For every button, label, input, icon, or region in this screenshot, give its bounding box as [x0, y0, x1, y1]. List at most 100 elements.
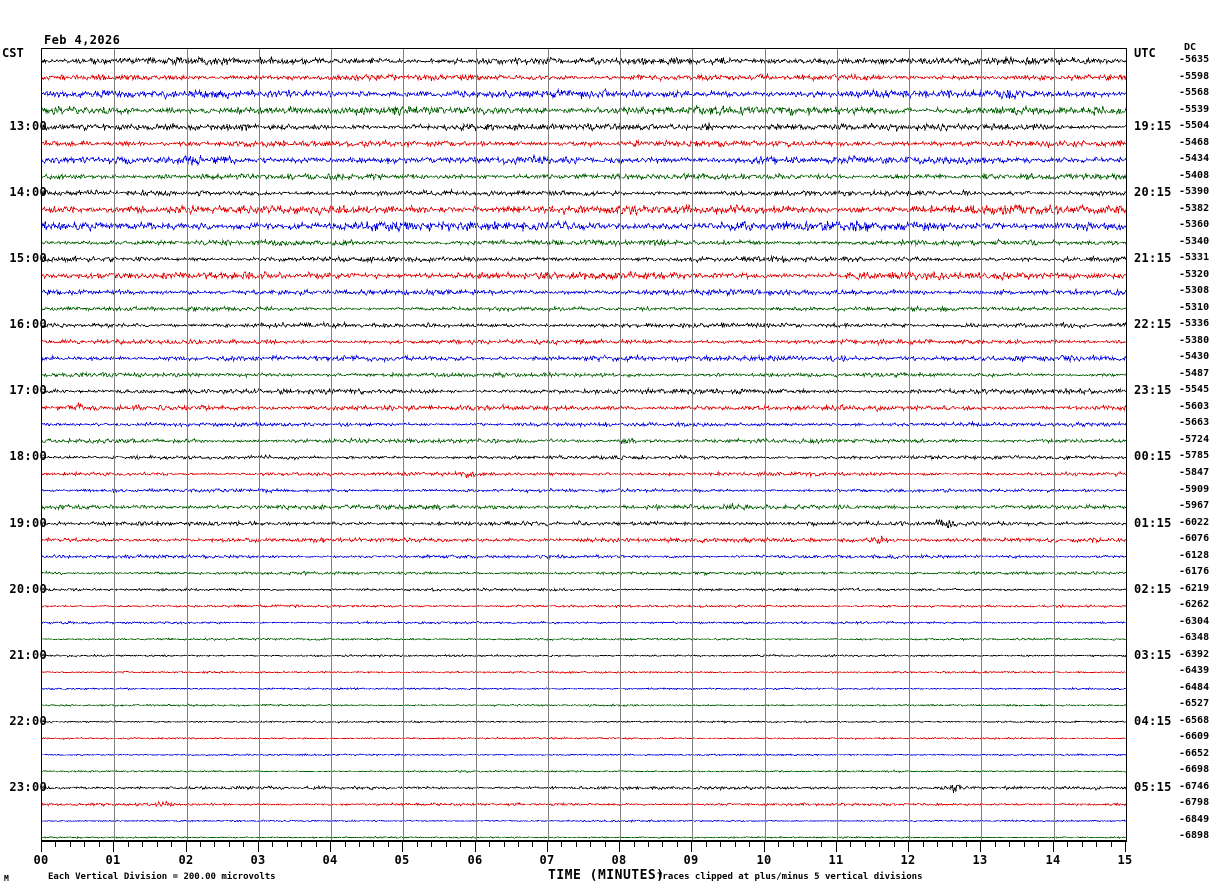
grid-line-minute-9: [692, 49, 693, 840]
x-tick-major-03: [258, 841, 259, 852]
x-tick-minor: [605, 841, 606, 847]
x-tick-major-06: [475, 841, 476, 852]
utc-time-label-2: 21:15: [1134, 251, 1172, 266]
trace-row-33: [41, 603, 1127, 609]
dc-value-label-20: -5545: [1179, 384, 1210, 396]
x-tick-minor: [373, 841, 374, 847]
x-tick-minor: [793, 841, 794, 847]
x-tick-label-08: 08: [611, 853, 627, 867]
grid-line-minute-8: [620, 49, 621, 840]
dc-value-label-32: -6219: [1179, 582, 1210, 594]
x-tick-major-15: [1125, 841, 1126, 852]
dc-value-label-16: -5336: [1179, 318, 1210, 330]
x-tick-label-04: 04: [322, 853, 338, 867]
x-tick-minor: [532, 841, 533, 847]
x-tick-label-10: 10: [756, 853, 772, 867]
header-date: Feb 4,2026: [44, 33, 121, 47]
trace-row-41: [41, 736, 1127, 740]
trace-row-27: [41, 503, 1126, 512]
x-tick-minor: [229, 841, 230, 847]
cst-time-label-8: 21:00: [9, 647, 47, 662]
dc-value-label-21: -5603: [1179, 400, 1210, 412]
grid-line-minute-4: [331, 49, 332, 840]
cst-time-label-10: 23:00: [9, 779, 47, 794]
dc-value-label-6: -5434: [1179, 153, 1210, 165]
trace-row-28: [41, 518, 1127, 529]
seismogram-plot[interactable]: [41, 48, 1127, 841]
x-tick-minor: [55, 841, 56, 847]
grid-line-minute-5: [403, 49, 404, 840]
x-tick-label-14: 14: [1045, 853, 1061, 867]
x-tick-minor: [634, 841, 635, 847]
x-tick-major-12: [908, 841, 909, 852]
x-tick-minor: [316, 841, 317, 847]
grid-line-minute-10: [765, 49, 766, 840]
trace-row-9: [41, 203, 1127, 217]
x-tick-minor: [561, 841, 562, 847]
trace-row-11: [41, 238, 1127, 248]
x-tick-minor: [648, 841, 649, 847]
x-tick-minor: [446, 841, 447, 847]
x-tick-minor: [84, 841, 85, 847]
cst-time-label-5: 18:00: [9, 449, 47, 464]
x-tick-major-00: [41, 841, 42, 852]
trace-row-39: [41, 703, 1127, 708]
x-tick-minor: [865, 841, 866, 847]
trace-row-5: [41, 138, 1127, 149]
dc-value-label-40: -6568: [1179, 714, 1210, 726]
trace-row-32: [41, 587, 1127, 593]
x-tick-minor: [504, 841, 505, 847]
x-tick-minor: [157, 841, 158, 847]
dc-value-label-0: -5635: [1179, 54, 1210, 65]
trace-row-45: [41, 799, 1127, 808]
x-tick-minor: [489, 841, 490, 847]
corner-mark: M: [4, 874, 9, 883]
grid-line-minute-6: [476, 49, 477, 840]
x-axis-title: TIME (MINUTES): [548, 868, 665, 883]
grid-line-minute-7: [548, 49, 549, 840]
x-tick-label-15: 15: [1117, 853, 1133, 867]
utc-time-label-9: 04:15: [1134, 713, 1172, 728]
dc-value-label-38: -6484: [1179, 681, 1210, 693]
grid-line-minute-13: [981, 49, 982, 840]
x-tick-major-10: [764, 841, 765, 852]
x-tick-minor: [821, 841, 822, 847]
trace-row-23: [41, 437, 1127, 445]
dc-value-label-27: -5967: [1179, 500, 1210, 512]
dc-value-label-46: -6849: [1179, 813, 1210, 825]
dc-value-label-19: -5487: [1179, 367, 1210, 379]
trace-row-20: [41, 387, 1127, 396]
scale-note: Each Vertical Division = 200.00 microvol…: [48, 872, 276, 882]
dc-value-label-13: -5320: [1179, 268, 1210, 280]
dc-value-label-39: -6527: [1179, 698, 1210, 710]
dc-value-label-17: -5380: [1179, 334, 1210, 346]
x-tick-major-08: [619, 841, 620, 852]
x-tick-minor: [70, 841, 71, 847]
dc-value-label-42: -6652: [1179, 747, 1210, 759]
x-tick-major-11: [836, 841, 837, 852]
utc-time-label-1: 20:15: [1134, 185, 1172, 200]
dc-value-label-30: -6128: [1179, 549, 1210, 561]
dc-value-label-26: -5909: [1179, 483, 1210, 495]
grid-line-minute-1: [114, 49, 115, 840]
dc-value-label-43: -6698: [1179, 764, 1210, 776]
x-tick-minor: [460, 841, 461, 847]
x-tick-minor: [850, 841, 851, 847]
trace-row-22: [41, 420, 1127, 428]
x-tick-major-04: [330, 841, 331, 852]
dc-value-label-31: -6176: [1179, 566, 1210, 578]
cst-axis-label: CST: [2, 46, 24, 60]
dc-value-label-47: -6898: [1179, 830, 1210, 842]
trace-row-21: [41, 401, 1127, 413]
utc-time-label-7: 02:15: [1134, 581, 1172, 596]
x-tick-minor: [272, 841, 273, 847]
x-tick-label-01: 01: [105, 853, 121, 867]
trace-row-14: [41, 287, 1127, 297]
x-tick-label-07: 07: [539, 853, 555, 867]
trace-row-25: [41, 470, 1127, 479]
dc-value-label-10: -5360: [1179, 219, 1210, 231]
utc-time-label-6: 01:15: [1134, 515, 1172, 530]
dc-value-label-11: -5340: [1179, 235, 1210, 247]
dc-value-label-24: -5785: [1179, 450, 1210, 462]
x-tick-minor: [287, 841, 288, 847]
